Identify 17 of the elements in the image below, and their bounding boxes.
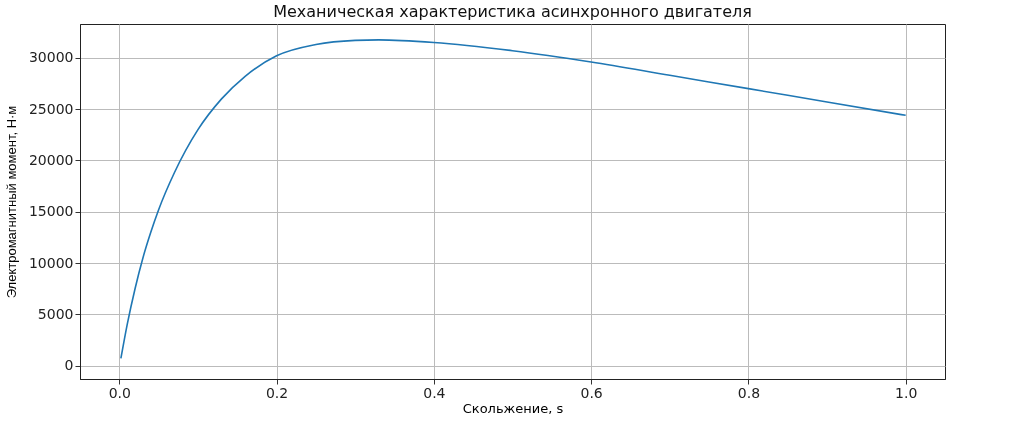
x-tick-label: 0.4 — [423, 384, 446, 401]
chart-title: Механическая характеристика асинхронного двигателя — [273, 2, 752, 21]
y-tick-label: 10000 — [28, 254, 74, 271]
y-tick-label: 25000 — [28, 100, 74, 117]
x-tick-label: 0.2 — [265, 384, 289, 401]
y-tick-label: 0 — [64, 357, 74, 374]
x-axis-title: Скольжение, s — [462, 400, 564, 416]
y-axis-title: Электромагнитный момент, Н·м — [3, 105, 19, 299]
y-tick-label: 20000 — [28, 151, 74, 168]
y-tick-label: 5000 — [37, 305, 74, 322]
line-series — [120, 39, 907, 360]
x-tick-label: 0.0 — [108, 384, 131, 401]
x-tick-label: 0.6 — [580, 384, 603, 401]
x-tick-label: 1.0 — [895, 384, 918, 401]
x-tick-label: 0.8 — [737, 384, 761, 401]
y-tick-label: 30000 — [28, 49, 74, 66]
y-tick-label: 15000 — [28, 203, 74, 220]
